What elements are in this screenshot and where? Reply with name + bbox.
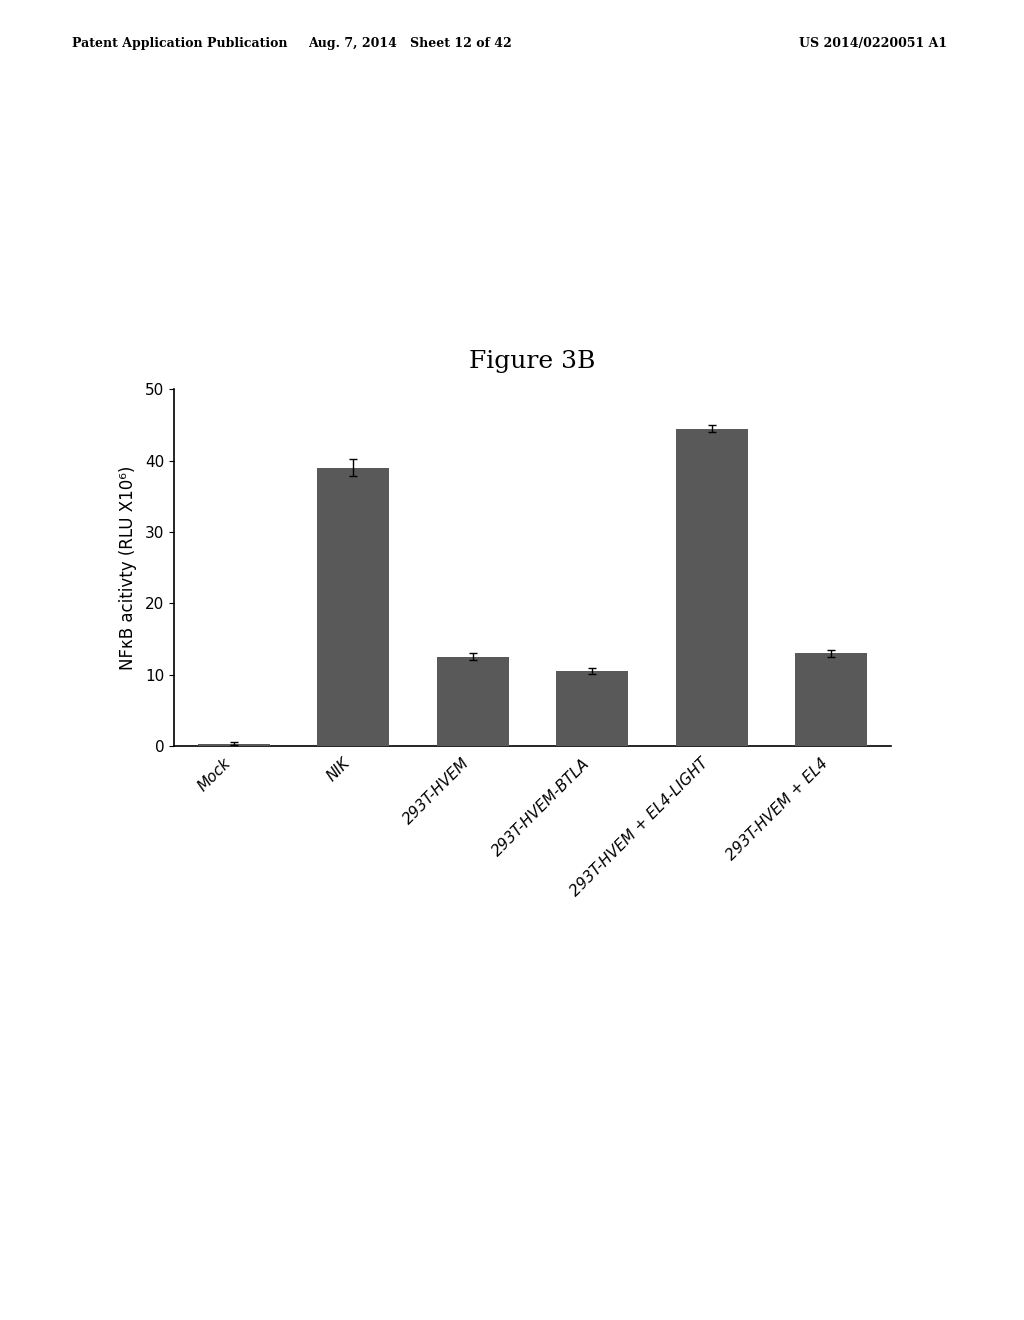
Text: Patent Application Publication: Patent Application Publication xyxy=(72,37,287,50)
Y-axis label: NFκB acitivty (RLU X10⁶): NFκB acitivty (RLU X10⁶) xyxy=(119,466,136,669)
Bar xyxy=(556,671,628,746)
Bar xyxy=(437,656,509,746)
Bar xyxy=(317,467,389,746)
Text: US 2014/0220051 A1: US 2014/0220051 A1 xyxy=(799,37,947,50)
Bar xyxy=(198,743,269,746)
Bar xyxy=(796,653,867,746)
Bar xyxy=(676,429,748,746)
Text: Aug. 7, 2014   Sheet 12 of 42: Aug. 7, 2014 Sheet 12 of 42 xyxy=(308,37,511,50)
Text: Figure 3B: Figure 3B xyxy=(469,350,596,372)
